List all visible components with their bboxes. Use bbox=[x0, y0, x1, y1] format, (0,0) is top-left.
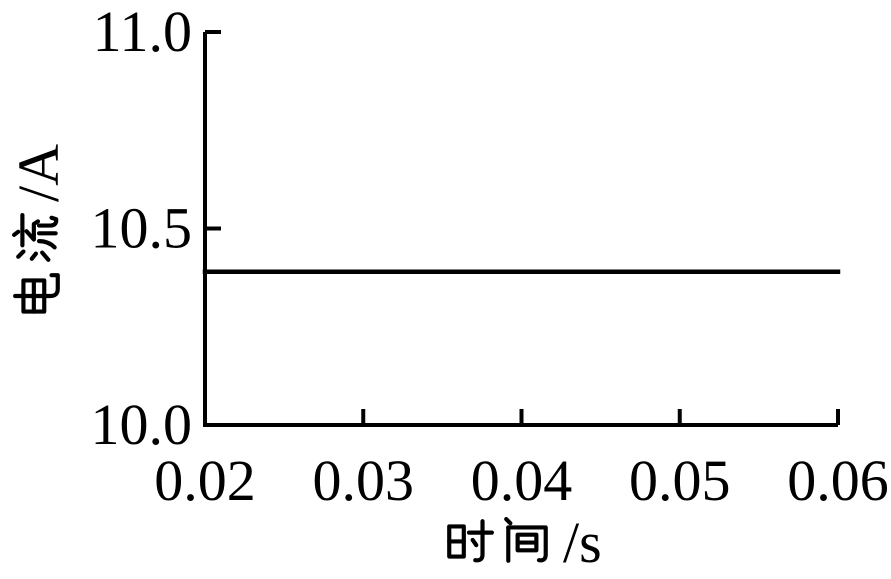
x-tick-label: 0.05 bbox=[629, 448, 731, 513]
y-axis-label-unit-text: /A bbox=[6, 144, 71, 202]
y-tick-label: 10.5 bbox=[91, 196, 193, 261]
cjk-glyph bbox=[12, 213, 59, 262]
x-tick-label: 0.03 bbox=[313, 448, 415, 513]
x-tick-label: 0.02 bbox=[154, 448, 256, 513]
x-tick-label: 0.04 bbox=[471, 448, 573, 513]
cjk-glyph bbox=[447, 519, 494, 563]
cjk-glyph bbox=[504, 517, 548, 563]
y-tick-label: 11.0 bbox=[93, 0, 192, 64]
x-axis-label-unit-text: /s bbox=[563, 510, 602, 575]
y-axis-label: /A bbox=[6, 144, 71, 314]
y-tick-label: 10.0 bbox=[91, 392, 193, 457]
x-axis-label: /s bbox=[447, 510, 602, 575]
x-tick-label: 0.06 bbox=[787, 448, 889, 513]
cjk-glyph bbox=[13, 273, 60, 314]
